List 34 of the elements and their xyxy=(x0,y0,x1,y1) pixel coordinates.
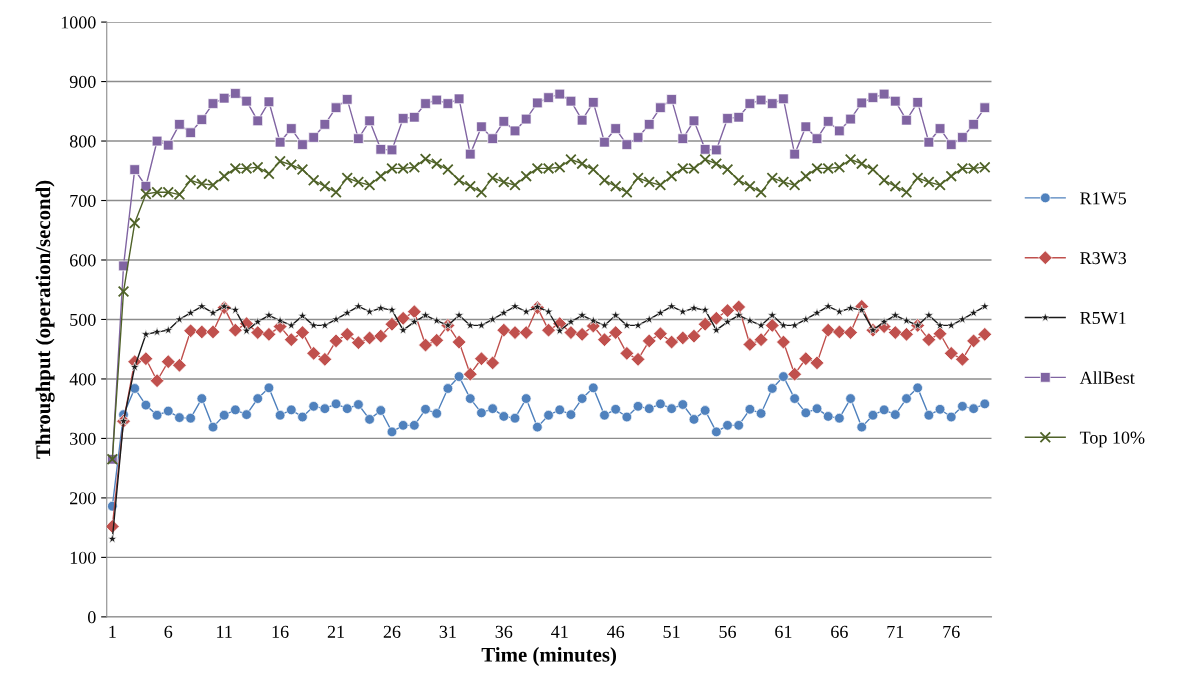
legend-label: AllBest xyxy=(1079,371,1135,384)
x-axis-title: Time (minutes) xyxy=(481,647,617,667)
x-tick-label: 61 xyxy=(775,625,792,638)
x-tick-label: 56 xyxy=(719,625,737,638)
x-tick-label: 76 xyxy=(943,625,960,638)
y-tick-label: 200 xyxy=(70,492,96,505)
y-tick-label: 0 xyxy=(87,611,96,624)
y-tick-label: 800 xyxy=(69,135,96,148)
x-tick-label: 1 xyxy=(109,625,116,638)
x-tick-label: 11 xyxy=(217,625,232,638)
x-tick-label: 21 xyxy=(327,625,344,638)
legend-label: Top 10% xyxy=(1079,431,1145,448)
x-tick-label: 31 xyxy=(439,625,456,638)
legend-label: R3W3 xyxy=(1080,252,1127,265)
x-tick-label: 71 xyxy=(887,625,904,638)
y-axis-title: Throughput (operation/second) xyxy=(35,180,55,459)
y-tick-label: 400 xyxy=(69,373,96,386)
y-tick-label: 1000 xyxy=(61,16,96,29)
legend-label: R1W5 xyxy=(1080,192,1127,205)
x-tick-label: 51 xyxy=(663,625,680,638)
legend-label: R5W1 xyxy=(1080,311,1126,325)
x-tick-label: 6 xyxy=(164,625,173,638)
x-tick-label: 26 xyxy=(383,625,401,638)
x-tick-label: 16 xyxy=(272,625,289,638)
x-tick-label: 66 xyxy=(831,625,848,638)
y-tick-label: 600 xyxy=(70,254,96,267)
y-tick-label: 500 xyxy=(70,313,96,326)
x-tick-label: 36 xyxy=(495,625,513,638)
y-tick-label: 900 xyxy=(69,75,96,88)
y-tick-label: 100 xyxy=(70,551,96,564)
y-tick-label: 700 xyxy=(70,194,96,207)
x-tick-label: 41 xyxy=(551,625,568,638)
y-tick-label: 300 xyxy=(70,432,96,445)
x-tick-label: 46 xyxy=(607,625,625,638)
